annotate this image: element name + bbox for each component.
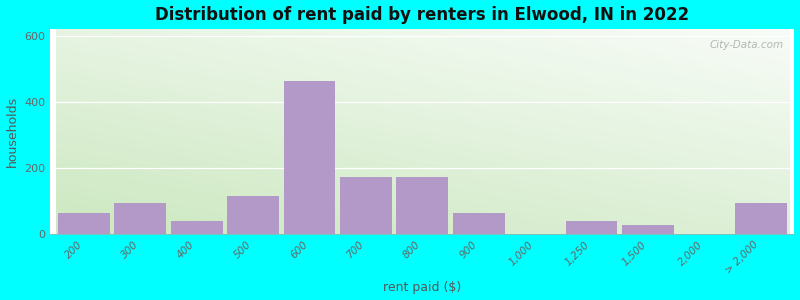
Bar <box>453 213 505 234</box>
Bar <box>340 176 392 234</box>
Y-axis label: households: households <box>6 96 18 167</box>
Bar <box>734 203 786 234</box>
Title: Distribution of rent paid by renters in Elwood, IN in 2022: Distribution of rent paid by renters in … <box>155 6 690 24</box>
X-axis label: rent paid ($): rent paid ($) <box>383 281 462 294</box>
Bar <box>396 176 448 234</box>
Bar <box>170 221 222 234</box>
Bar <box>566 221 618 234</box>
Bar <box>283 81 335 234</box>
Bar <box>58 213 110 234</box>
Bar <box>622 224 674 234</box>
Text: City-Data.com: City-Data.com <box>709 40 783 50</box>
Bar <box>114 203 166 234</box>
Bar <box>227 196 279 234</box>
